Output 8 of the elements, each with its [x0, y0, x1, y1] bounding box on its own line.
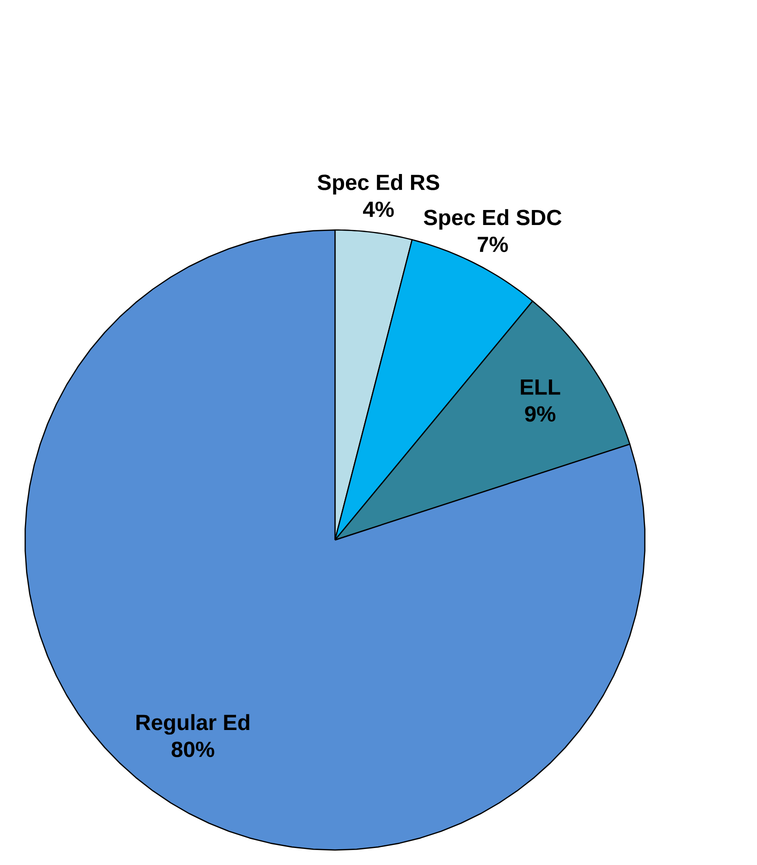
slice-label: ELL [520, 380, 560, 395]
data-label: 7% [478, 236, 508, 252]
slice-label: Regular Ed [136, 714, 250, 735]
slice-label: Spec Ed SDC [424, 209, 562, 230]
data-label: 4% [363, 202, 394, 218]
slice-label: Spec Ed RS [318, 174, 440, 194]
data-label: 9% [525, 406, 556, 422]
data-label: 80% [172, 742, 214, 758]
